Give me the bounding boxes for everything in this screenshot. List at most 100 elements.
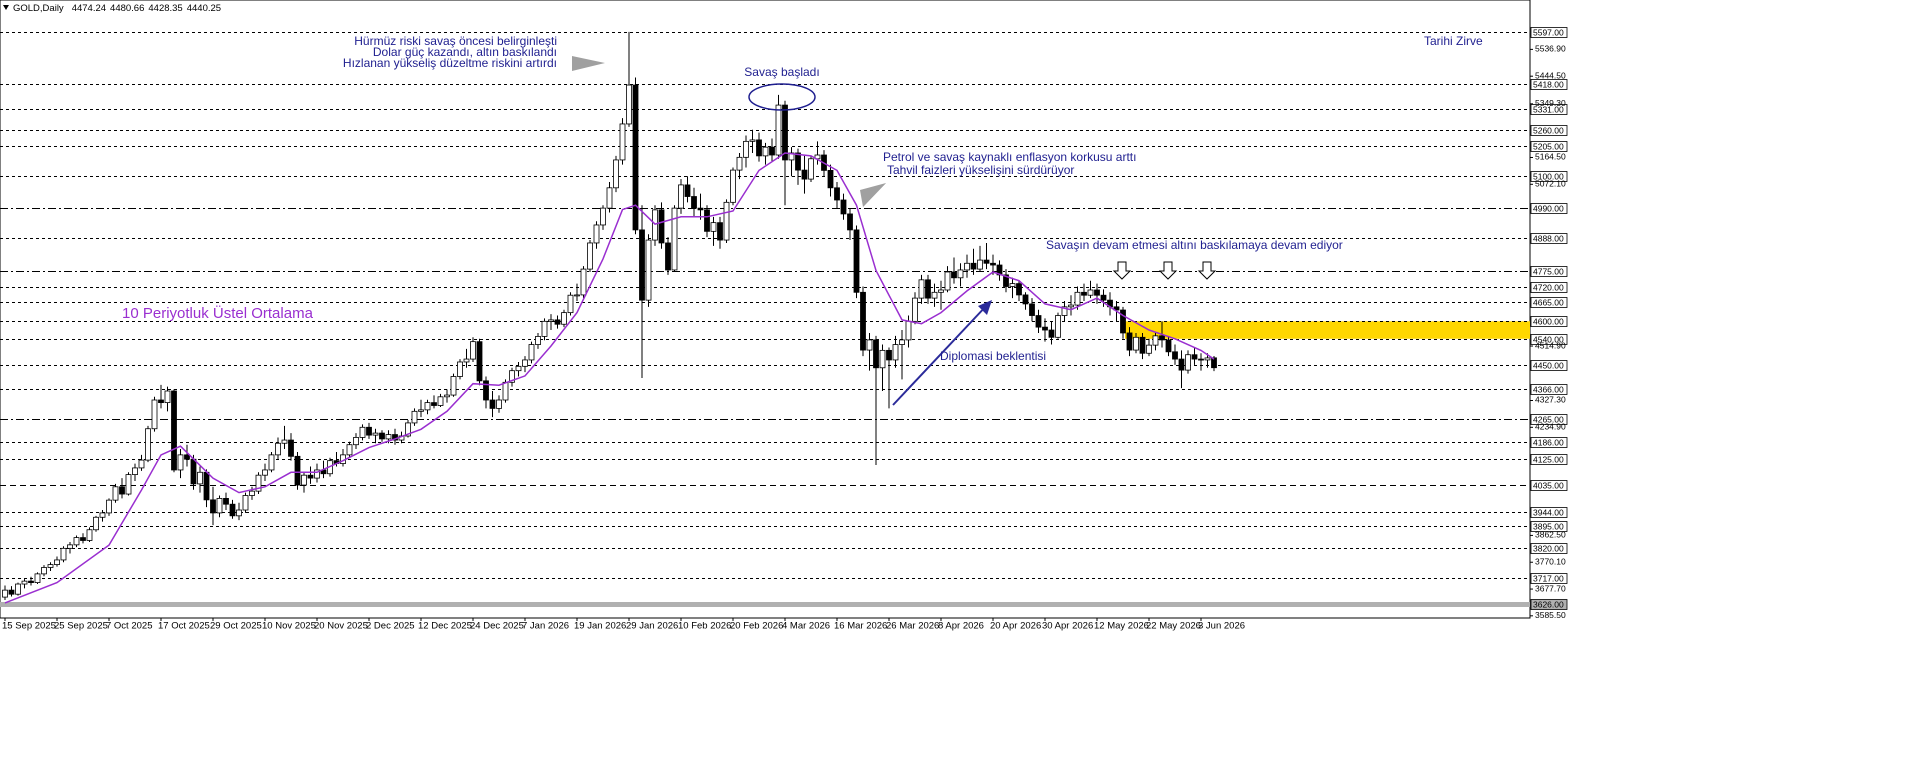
candle-body [1113,306,1120,311]
trend-arrow [892,303,989,406]
candle-body [372,432,379,436]
candle-body [782,104,788,161]
candle-body [457,361,463,377]
candle-body [476,341,483,382]
y-tick-label: 4234.90 [1535,422,1566,432]
candle-body [437,396,444,406]
candle-body [613,159,619,189]
y-tick-label: 5444.50 [1535,70,1566,80]
candle-body [632,84,639,231]
level-label-box [1530,79,1568,90]
level-label: 5597.00 [1533,27,1564,37]
candle-body [73,537,80,546]
x-tick-label: 30 Apr 2026 [1042,621,1093,632]
level-label: 4186.00 [1533,437,1564,447]
candle-body [1178,358,1185,371]
candle-body [216,498,223,514]
candle-body [1139,336,1146,354]
y-tick-label: 4327.30 [1535,395,1566,405]
candle-body [262,469,268,476]
level-label-box [1530,384,1568,395]
level-label-box [1530,171,1568,182]
candle-body [548,319,554,322]
candle-body [366,426,372,436]
candle-body [970,262,977,270]
annotation: Petrol ve savaş kaynaklı enflasyon korku… [883,150,1136,164]
candle-body [431,402,437,406]
candle-body [1087,289,1094,296]
candle-body [60,547,67,561]
x-tick-label: 20 Nov 2025 [314,621,368,632]
level-label: 5331.00 [1533,104,1564,114]
candle-body [1061,306,1068,316]
level-label: 5418.00 [1533,79,1564,89]
candle-body [730,169,736,203]
candle-body [41,567,47,575]
candle-body [671,207,678,271]
candle-body [119,486,125,495]
candle-body [925,279,931,299]
level-label-box [1530,599,1568,610]
candle-body [1211,357,1217,369]
candle-body [86,529,93,541]
triangle-marker [860,183,886,207]
candle-body [125,474,132,495]
level-label-box [1530,316,1568,327]
x-tick-label: 17 Oct 2025 [158,621,210,632]
y-tick-label: 5349.30 [1535,98,1566,108]
candle-body [112,486,119,501]
level-label-box [1530,507,1568,518]
level-label: 4990.00 [1533,203,1564,213]
level-label-box [1530,480,1568,491]
candle-body [255,474,262,492]
candle-body [463,358,470,363]
candle-body [580,268,587,296]
level-label: 5260.00 [1533,125,1564,135]
candle-body [158,399,164,404]
annotation: Tahvil faizleri yükselişini sürdürüyor [887,163,1074,177]
candle-body [912,297,918,322]
candle-body [418,409,424,412]
candle-body [717,222,723,241]
x-tick-label: 12 Dec 2025 [418,621,472,632]
x-tick-label: 19 Jan 2026 [574,621,626,632]
candle-body [515,365,522,372]
candle-body [483,380,489,401]
candle-body [1022,294,1029,305]
candle-body [639,229,645,301]
candle-body [554,319,561,325]
annotation: Dolar güç kazandı, altın baskılandı [373,45,557,59]
x-tick-label: 7 Jan 2026 [522,621,569,632]
annotation: Savaşın devam etmesi altını baskılamaya … [1046,238,1343,252]
header: GOLD,Daily 4474.24 4480.66 4428.35 4440.25 [13,3,221,14]
y-tick-label: 3677.70 [1535,583,1566,593]
menu-triangle[interactable] [3,5,9,10]
candle-body [190,458,197,485]
level-label: 5100.00 [1533,171,1564,181]
candle-body [2,589,8,598]
candle-body [834,187,840,201]
level-label: 4775.00 [1533,266,1564,276]
level-label: 3895.00 [1533,521,1564,531]
candle-body [1035,315,1042,328]
candle-body [223,498,229,505]
candle-body [502,381,509,401]
x-tick-label: 10 Nov 2025 [262,621,316,632]
candle-body [756,139,762,157]
candle-body [93,516,99,531]
x-tick-label: 20 Feb 2026 [730,621,783,632]
marks-layer [2,31,1217,604]
candle-body [229,503,236,517]
x-tick-label: 25 Sep 2025 [54,621,108,632]
candle-body [762,146,769,157]
candle-body [236,509,242,517]
candle-body [509,370,515,383]
candle-body [918,279,925,299]
candle-body [606,187,613,209]
candle-body [710,222,717,232]
level-label: 4366.00 [1533,384,1564,394]
annotation: Tarihi Zirve [1424,34,1483,48]
candle-body [561,312,567,325]
level-label: 4600.00 [1533,316,1564,326]
